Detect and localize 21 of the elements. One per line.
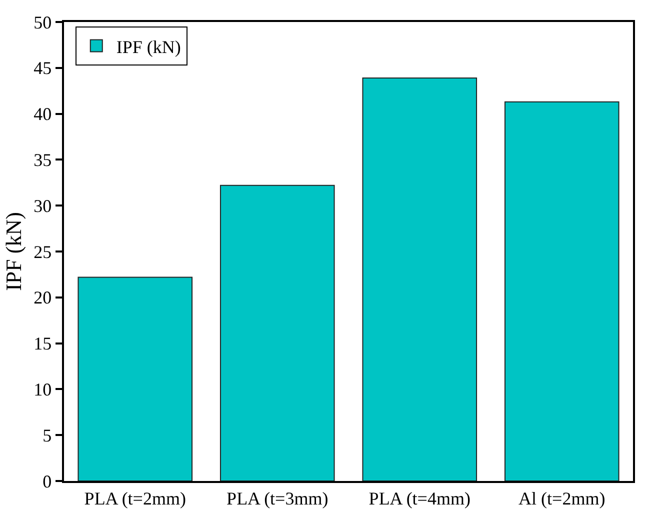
- y-tick-label: 10: [34, 380, 52, 400]
- y-tick-label: 20: [34, 288, 52, 308]
- y-tick-label: 30: [34, 196, 52, 216]
- x-tick-label: Al (t=2mm): [518, 488, 606, 508]
- x-tick-label: PLA (t=4mm): [368, 488, 470, 508]
- y-tick-label: 40: [34, 104, 52, 124]
- y-tick-label: 50: [34, 12, 52, 32]
- y-tick-label: 45: [34, 58, 52, 78]
- bar: [362, 78, 478, 481]
- x-tick-label: PLA (t=3mm): [226, 488, 328, 508]
- bar: [78, 276, 193, 481]
- y-axis-title: IPF (kN): [0, 212, 26, 291]
- y-tick-label: 5: [42, 425, 52, 446]
- y-tick-label: 0: [42, 471, 52, 492]
- y-tick-label: 15: [34, 334, 52, 354]
- y-tick-label: 35: [34, 150, 52, 170]
- y-tick-label: 25: [34, 242, 52, 262]
- bar: [220, 184, 335, 481]
- x-tick-label: PLA (t=2mm): [84, 488, 186, 508]
- legend-label: IPF (kN): [116, 36, 181, 57]
- bar: [504, 101, 620, 481]
